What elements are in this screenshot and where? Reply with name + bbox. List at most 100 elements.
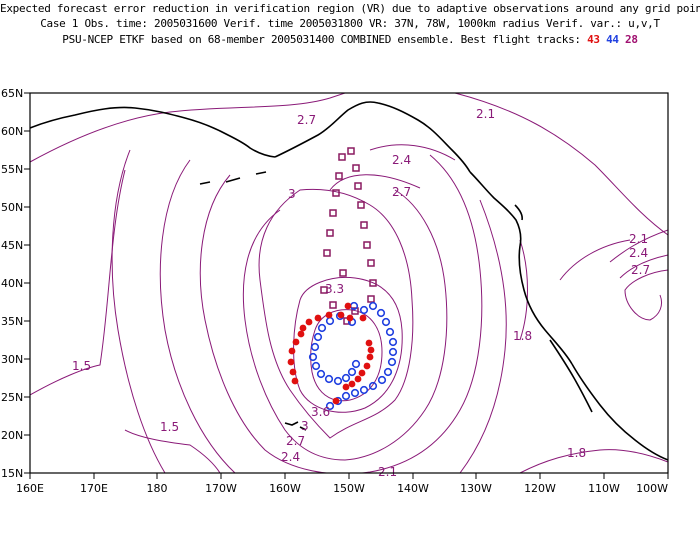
lon-labels: 160E 170E 180 170W 160W 150W 140W 130W 1… [16,482,668,495]
track44-marker [350,388,360,398]
contour-layer [30,93,668,473]
track43-marker [325,311,333,319]
contour-3-3 [293,276,403,413]
track44-marker [359,305,369,315]
vancouver-island [514,204,523,221]
track44-marker [325,401,335,411]
track-43-label: 43 [587,33,600,46]
contour-1-8-bottom [519,449,668,473]
contour-label: 1.5 [160,420,179,434]
lon-label: 180 [147,482,168,495]
track44-marker [368,301,378,311]
track44-marker [324,374,334,384]
track44-marker [325,316,335,326]
contour-2-1-east [609,229,668,263]
lat-label: 60N [1,125,23,138]
aleutian-islands-a [199,171,267,185]
baja-peninsula [549,339,593,413]
map-frame [29,92,669,474]
lat-label: 50N [1,201,23,214]
track44-marker [308,352,318,362]
lon-label: 170W [205,482,237,495]
lon-label: 120W [524,482,556,495]
track44-marker [347,367,357,377]
contour-label: 1.5 [72,359,91,373]
contour-label: 2.7 [286,434,305,448]
contour-label: 2.4 [281,450,300,464]
track44-marker [381,317,391,327]
lon-label: 140W [397,482,429,495]
contour-label: 2.7 [631,263,650,277]
track43-marker [332,397,340,405]
track28-marker [339,269,347,277]
alaska-peninsula-coast [30,106,276,158]
track28-marker [363,241,371,249]
lat-label: 45N [1,239,23,252]
lon-label: 160W [269,482,301,495]
track43-marker [359,314,367,322]
contour-2-1-mid [159,159,236,473]
track43-marker [292,338,300,346]
baja-coast [571,363,668,461]
contour-label: 3.6 [311,405,330,419]
contour-label: 2.1 [476,107,495,121]
flight-track-43 [287,302,375,405]
contour-1-8-right [519,239,528,341]
track44-marker [317,323,327,333]
contour-1-5-bottom [124,429,221,473]
track28-marker [357,201,365,209]
track28-marker [338,153,346,161]
track44-marker [341,373,351,383]
contour-label: 3 [288,187,296,201]
track44-marker [388,347,398,357]
contour-label: 1.8 [513,329,532,343]
contour-2-4-east [619,254,668,279]
track43-marker [289,368,297,376]
track43-marker [354,375,362,383]
hawaiian-islands [284,421,307,431]
lon-label: 150W [333,482,365,495]
track28-marker [351,307,359,315]
track44-marker [341,391,351,401]
track44-marker [383,367,393,377]
track44-marker [387,357,397,367]
coastline-layer [30,101,668,461]
track28-marker [360,221,368,229]
lat-ticks [24,92,30,474]
track43-marker [366,353,374,361]
track28-marker [367,295,375,303]
track44-marker [368,381,378,391]
track44-marker [359,385,369,395]
contour-label: 2.1 [378,465,397,479]
track43-marker [363,362,371,370]
lat-label: 20N [1,429,23,442]
track43-marker [314,314,322,322]
track43-marker [299,324,307,332]
lon-label: 130W [460,482,492,495]
lon-label: 160E [16,482,44,495]
contour-label: 2.4 [629,246,648,260]
map-title-line-2: Case 1 Obs. time: 2005031600 Verif. time… [40,17,660,30]
contour-2-1-right [459,199,507,473]
alaska-mainland-coast [274,101,471,173]
contour-2-4-outer [199,154,483,473]
track44-marker [313,332,323,342]
track44-marker [376,308,386,318]
map-title-line-3: PSU-NCEP ETKF based on 68-member 2005031… [0,33,700,46]
contour-1-8-east [559,239,631,281]
contour-label: 2.1 [629,232,648,246]
contour-label: 3.3 [325,282,344,296]
contour-label: 2.4 [392,153,411,167]
track28-marker [352,164,360,172]
track43-marker [342,383,350,391]
track28-marker [332,189,340,197]
lon-ticks [29,473,669,479]
lon-label: 170E [80,482,108,495]
track43-marker [365,339,373,347]
track43-marker [358,369,366,377]
track44-marker [311,361,321,371]
lat-label: 55N [1,163,23,176]
track43-marker [346,314,354,322]
contour-label: 1.8 [567,446,586,460]
